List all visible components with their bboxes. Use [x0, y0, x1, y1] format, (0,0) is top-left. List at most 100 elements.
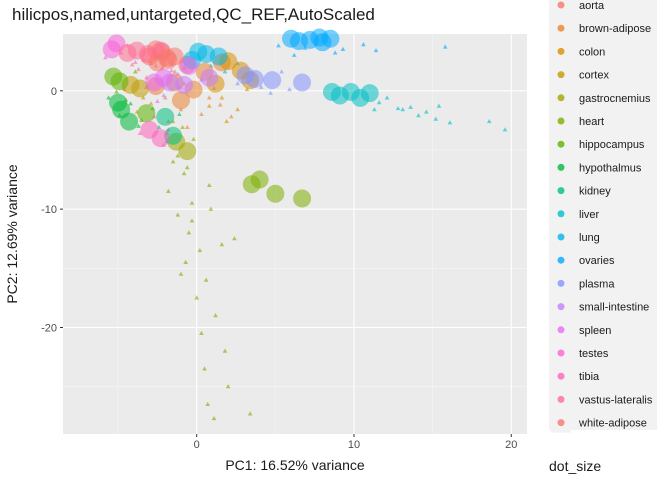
triangle-point-ovaries	[302, 45, 308, 50]
legend-title-dot-size: dot_size	[549, 458, 601, 474]
triangle-point-vastus-lateralis	[129, 62, 135, 67]
x-tick-label: 10	[348, 439, 360, 451]
triangle-point-liver	[395, 105, 401, 111]
y-axis-ticks: 0 -10 -20	[41, 86, 63, 334]
legend-swatch-hippocampus	[557, 140, 565, 148]
triangle-point-tibia	[137, 130, 143, 135]
triangle-point-hypothalmus	[106, 95, 111, 100]
triangle-point-heart	[194, 295, 200, 300]
triangle-point-liver	[486, 118, 492, 124]
triangle-point-plasma	[279, 69, 284, 74]
legend-swatch-spleen	[557, 326, 565, 334]
legend-label-spleen: spleen	[579, 325, 611, 337]
legend-swatch-testes	[557, 349, 565, 357]
circle-point-small-intestine	[175, 75, 194, 94]
triangle-point-heart	[184, 165, 190, 170]
triangle-point-spleen	[169, 68, 174, 73]
circle-point-lung	[189, 42, 208, 61]
legend-swatch-cortex	[557, 71, 565, 79]
triangle-point-testes	[133, 59, 138, 64]
legend-label-brown-adipose: brown-adipose	[579, 23, 651, 35]
triangle-point-heart	[211, 416, 217, 421]
legend-label-hypothalmus: hypothalmus	[579, 162, 642, 174]
circle-point-small-intestine	[200, 68, 219, 87]
circle-point-white-adipose	[148, 53, 167, 72]
triangle-point-heart	[178, 271, 184, 276]
circle-point-testes	[102, 40, 121, 59]
triangle-point-liver	[423, 109, 429, 114]
legend-swatch-white-adipose	[557, 419, 565, 427]
legend-label-ovaries: ovaries	[579, 255, 615, 267]
legend-label-testes: testes	[579, 348, 609, 360]
legend-label-lung: lung	[579, 232, 600, 244]
triangle-point-vastus-lateralis	[136, 66, 141, 72]
triangle-point-heart	[222, 348, 228, 353]
triangle-point-hippocampus	[114, 89, 119, 94]
circle-point-spleen	[179, 56, 198, 75]
circle-point-liver	[322, 82, 341, 101]
triangle-point-plasma	[235, 81, 240, 86]
legend-label-tibia: tibia	[579, 371, 600, 383]
triangle-point-heart	[208, 206, 214, 211]
legend-label-aorta: aorta	[579, 0, 605, 12]
triangle-point-heart	[189, 200, 195, 205]
triangle-point-heart	[175, 212, 181, 217]
legend-label-hippocampus: hippocampus	[579, 139, 645, 151]
triangle-point-cortex	[148, 101, 154, 106]
triangle-point-heart	[170, 159, 176, 164]
triangle-point-colon	[206, 103, 212, 108]
legend-swatch-small-intestine	[557, 303, 565, 311]
circle-point-plasma	[245, 69, 264, 88]
y-axis-title: PC2: 12.69% variance	[4, 164, 20, 304]
legend-label-colon: colon	[579, 46, 605, 58]
x-tick-label: 20	[505, 439, 517, 451]
y-tick-label: 0	[51, 86, 57, 98]
circle-point-white-adipose	[165, 47, 184, 66]
legend-swatch-hypothalmus	[557, 163, 565, 171]
legend-swatch-heart	[557, 117, 565, 125]
legend: aorta brown-adipose colon cortex gastrocnemi…	[551, 0, 653, 433]
triangle-point-liver	[436, 103, 442, 108]
legend-label-kidney: kidney	[579, 186, 611, 198]
legend-label-vastus-lateralis: vastus-lateralis	[579, 394, 653, 406]
triangle-point-heart	[199, 330, 204, 335]
triangle-point-liver	[502, 127, 508, 132]
legend-swatch-ovaries	[557, 256, 565, 264]
legend-swatch-vastus-lateralis	[557, 395, 565, 403]
legend-swatch-plasma	[557, 279, 565, 287]
legend-swatch-kidney	[557, 187, 565, 195]
circle-marks	[102, 28, 379, 208]
triangle-point-heart	[202, 366, 207, 371]
plot-panel	[63, 34, 527, 434]
circle-point-hippocampus	[137, 104, 156, 123]
triangle-point-gastrocnemius	[180, 124, 185, 130]
circle-point-lung	[209, 47, 228, 66]
legend-label-heart: heart	[579, 116, 604, 128]
triangle-point-liver	[433, 116, 439, 121]
triangle-point-liver	[400, 107, 406, 112]
triangle-point-heart	[197, 247, 203, 253]
triangle-point-colon	[224, 118, 229, 124]
triangle-point-spleen	[155, 98, 160, 104]
circle-point-kidney	[156, 107, 175, 126]
circle-point-tibia	[140, 120, 159, 139]
triangle-point-brown-adipose	[199, 111, 204, 117]
circle-point-vastus-lateralis	[118, 43, 137, 62]
circle-point-plasma	[293, 73, 312, 92]
triangle-point-plasma	[268, 90, 273, 95]
triangle-point-liver	[408, 104, 413, 109]
triangle-point-liver	[372, 107, 377, 112]
x-tick-label: 0	[194, 439, 200, 451]
triangle-point-heart	[183, 259, 189, 264]
circle-point-hypothalmus	[112, 100, 131, 119]
circle-point-heart	[293, 189, 312, 208]
triangle-point-heart	[186, 230, 192, 235]
triangle-point-brown-adipose	[217, 102, 223, 107]
triangle-point-ovaries	[373, 47, 379, 53]
triangle-point-liver	[447, 120, 453, 125]
triangle-point-small-intestine	[161, 92, 167, 98]
legend-label-liver: liver	[579, 209, 600, 221]
legend-swatch-colon	[557, 47, 565, 55]
legend-label-gastrocnemius: gastrocnemius	[579, 93, 651, 105]
